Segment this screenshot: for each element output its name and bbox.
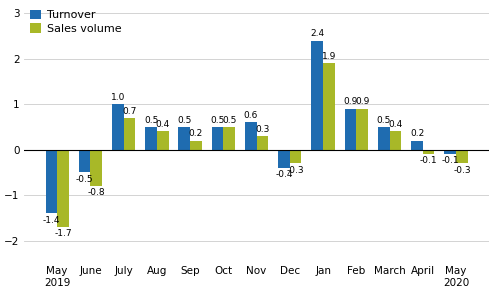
Text: 0.5: 0.5 xyxy=(211,116,225,125)
Legend: Turnover, Sales volume: Turnover, Sales volume xyxy=(30,10,121,34)
Text: 2.4: 2.4 xyxy=(310,29,324,38)
Text: 0.6: 0.6 xyxy=(244,111,258,120)
Text: -0.1: -0.1 xyxy=(441,157,459,165)
Text: 0.7: 0.7 xyxy=(122,106,137,116)
Bar xyxy=(211,127,223,150)
Bar xyxy=(411,140,423,150)
Bar xyxy=(257,136,268,150)
Bar xyxy=(223,127,235,150)
Bar xyxy=(124,118,135,150)
Bar xyxy=(345,109,356,150)
Text: -1.4: -1.4 xyxy=(42,216,60,225)
Text: -0.5: -0.5 xyxy=(76,174,93,184)
Text: 0.4: 0.4 xyxy=(388,120,403,129)
Bar xyxy=(323,63,335,150)
Bar xyxy=(79,150,90,172)
Text: -0.1: -0.1 xyxy=(420,157,437,165)
Text: -0.8: -0.8 xyxy=(87,188,105,197)
Text: 0.9: 0.9 xyxy=(343,98,358,106)
Text: -1.7: -1.7 xyxy=(54,229,72,238)
Text: 0.5: 0.5 xyxy=(144,116,158,125)
Bar xyxy=(45,150,57,213)
Text: -0.3: -0.3 xyxy=(453,166,471,174)
Bar xyxy=(423,150,434,154)
Text: 0.2: 0.2 xyxy=(189,129,203,138)
Bar xyxy=(312,40,323,150)
Bar xyxy=(290,150,302,163)
Bar xyxy=(389,131,401,150)
Text: 0.5: 0.5 xyxy=(222,116,236,125)
Text: -0.4: -0.4 xyxy=(275,170,293,179)
Text: 0.5: 0.5 xyxy=(177,116,191,125)
Bar xyxy=(112,104,124,150)
Bar xyxy=(157,131,169,150)
Text: 1.9: 1.9 xyxy=(322,52,336,61)
Bar xyxy=(245,123,257,150)
Bar xyxy=(445,150,456,154)
Text: 0.3: 0.3 xyxy=(255,125,270,134)
Bar xyxy=(456,150,468,163)
Bar xyxy=(145,127,157,150)
Text: 1.0: 1.0 xyxy=(110,93,125,102)
Bar xyxy=(57,150,69,227)
Bar xyxy=(378,127,389,150)
Text: 0.4: 0.4 xyxy=(156,120,170,129)
Text: -0.3: -0.3 xyxy=(287,166,305,174)
Bar xyxy=(356,109,368,150)
Bar xyxy=(278,150,290,168)
Text: 0.9: 0.9 xyxy=(355,98,369,106)
Bar xyxy=(190,140,202,150)
Text: 0.2: 0.2 xyxy=(410,129,424,138)
Bar xyxy=(178,127,190,150)
Text: 0.5: 0.5 xyxy=(377,116,391,125)
Bar xyxy=(90,150,102,186)
